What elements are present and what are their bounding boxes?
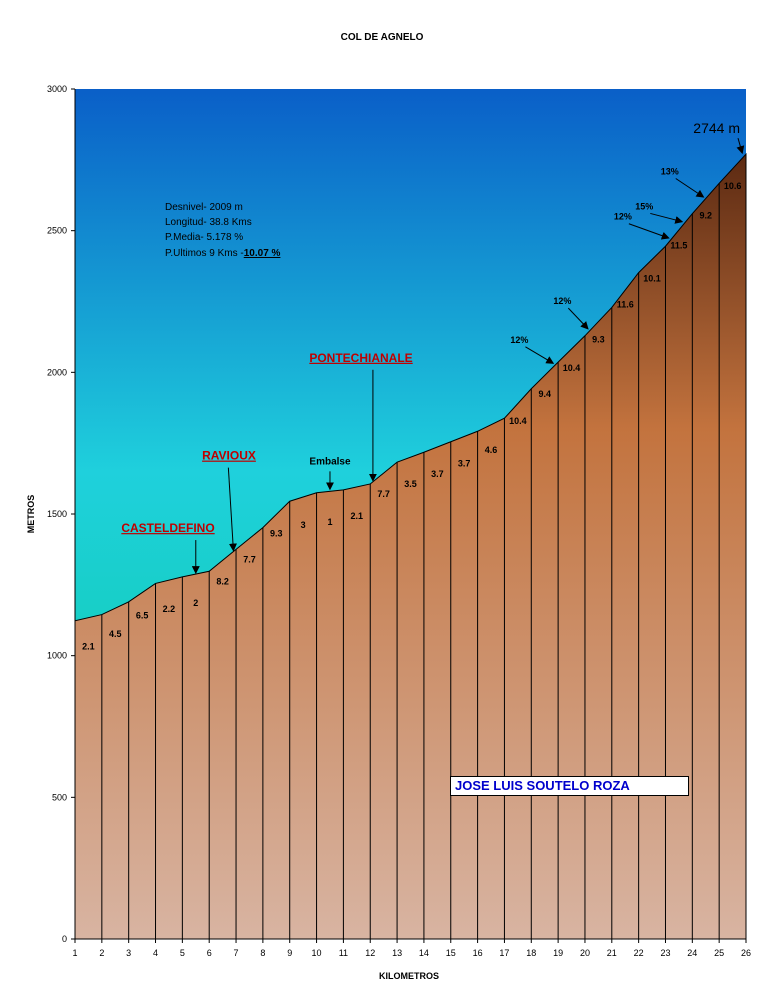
y-axis-ticks: 0 500 1000 1500 2000 2500 3000 (47, 84, 75, 944)
y-tick-label: 1500 (47, 509, 67, 519)
x-tick-label: 21 (607, 948, 617, 958)
gradient-label: 11.6 (617, 300, 634, 310)
x-tick-label: 12 (365, 948, 375, 958)
x-tick-label: 1 (72, 948, 77, 958)
y-tick-label: 2000 (47, 367, 67, 377)
steep-marker-arrow (650, 212, 684, 224)
steep-marker-label: 12% (510, 335, 528, 345)
x-tick-label: 11 (339, 948, 348, 958)
town-arrow (227, 467, 237, 552)
x-tick-label: 26 (741, 948, 751, 958)
x-tick-label: 25 (714, 948, 724, 958)
x-tick-label: 8 (260, 948, 265, 958)
author-credit: JOSE LUIS SOUTELO ROZA (450, 776, 689, 796)
y-tick-label: 2500 (47, 226, 67, 236)
x-tick-label: 3 (126, 948, 131, 958)
x-tick-label: 19 (553, 948, 563, 958)
town-label: RAVIOUX (202, 449, 256, 463)
x-tick-label: 23 (660, 948, 670, 958)
gradient-label: 7.7 (243, 555, 256, 565)
gradient-label: 8.2 (216, 576, 229, 586)
embalse-label: Embalse (309, 456, 351, 467)
gradient-label: 7.7 (377, 489, 390, 499)
x-tick-label: 24 (687, 948, 697, 958)
stats-ultimos-label: P.Ultimos 9 Kms - (165, 248, 244, 259)
gradient-label: 3.7 (458, 458, 471, 468)
stats-ultimos-value: 10.07 % (244, 248, 281, 259)
gradient-label: 4.6 (485, 445, 498, 455)
x-axis-ticks: 1 2 3 4 5 6 7 8 9 10 11 12 13 14 15 16 17 18 19 20 21 22 23 24 2… (72, 939, 751, 958)
stats-media: P.Media- 5.178 % (165, 232, 243, 243)
stats-desnivel: Desnivel- 2009 m (165, 202, 243, 213)
y-axis-label: METROS (26, 495, 36, 534)
gradient-label: 10.1 (643, 273, 661, 283)
gradient-label: 6.5 (136, 610, 149, 620)
route-annotations: CASTELDEFINO RAVIOUX PONTECHIANALE Embalse 1… (121, 120, 745, 575)
gradient-label: 10.4 (509, 416, 527, 426)
x-tick-label: 14 (419, 948, 429, 958)
town-label: CASTELDEFINO (121, 521, 214, 535)
x-tick-label: 9 (287, 948, 292, 958)
gradient-label: 2.1 (82, 642, 95, 652)
town-label: PONTECHIANALE (309, 351, 412, 365)
y-tick-label: 500 (52, 792, 67, 802)
gradient-label: 3 (301, 520, 306, 530)
x-tick-label: 7 (234, 948, 239, 958)
gradient-label: 2 (193, 598, 198, 608)
gradient-label: 9.3 (270, 528, 283, 538)
gradient-labels: 2.1 4.5 6.5 2.2 2 8.2 7.7 9.3 3 1 2.1 7.7 3.5 3.7 3.7 4… (82, 181, 741, 651)
x-tick-label: 10 (312, 948, 322, 958)
gradient-label: 2.1 (351, 511, 364, 521)
steep-marker-arrow (675, 178, 705, 198)
gradient-label: 2.2 (163, 604, 176, 614)
x-tick-label: 16 (473, 948, 483, 958)
x-tick-label: 15 (446, 948, 456, 958)
gradient-label: 9.4 (538, 389, 551, 399)
x-tick-label: 5 (180, 948, 185, 958)
y-tick-label: 3000 (47, 84, 67, 94)
gradient-label: 11.5 (670, 241, 687, 251)
gradient-label: 1 (327, 517, 332, 527)
steep-marker-label: 12% (553, 296, 571, 306)
x-tick-label: 17 (499, 948, 509, 958)
steep-marker-arrow (525, 346, 555, 364)
steep-marker-label: 12% (614, 212, 632, 222)
gradient-label: 4.5 (109, 629, 122, 639)
steep-marker-label: 15% (635, 201, 653, 211)
gradient-label: 9.2 (699, 210, 712, 220)
x-axis-label: KILOMETROS (379, 971, 439, 981)
stats-ultimos: P.Ultimos 9 Kms -10.07 % (165, 248, 281, 259)
x-tick-label: 4 (153, 948, 158, 958)
gradient-label: 9.3 (592, 334, 605, 344)
elevation-area (74, 152, 747, 940)
x-tick-label: 13 (392, 948, 402, 958)
steep-marker-arrow (567, 307, 589, 330)
y-tick-label: 0 (62, 934, 67, 944)
gradient-label: 10.4 (563, 363, 581, 373)
stats-longitud: Longitud- 38.8 Kms (165, 217, 252, 228)
gradient-label: 3.5 (404, 479, 417, 489)
stats-box: Desnivel- 2009 m Longitud- 38.8 Kms P.Me… (165, 202, 281, 259)
x-tick-label: 18 (526, 948, 536, 958)
x-tick-label: 6 (207, 948, 212, 958)
steep-marker-label: 13% (661, 167, 679, 177)
gradient-label: 10.6 (724, 181, 742, 191)
y-tick-label: 1000 (47, 651, 67, 661)
summit-label: 2744 m (693, 120, 740, 136)
gradient-label: 3.7 (431, 469, 444, 479)
x-tick-label: 2 (99, 948, 104, 958)
x-tick-label: 22 (634, 948, 644, 958)
chart-title: COL DE AGNELO (341, 32, 424, 43)
x-tick-label: 20 (580, 948, 590, 958)
summit-arrow (736, 138, 745, 155)
segment-dividers (101, 183, 720, 939)
steep-marker-arrow (628, 223, 670, 240)
